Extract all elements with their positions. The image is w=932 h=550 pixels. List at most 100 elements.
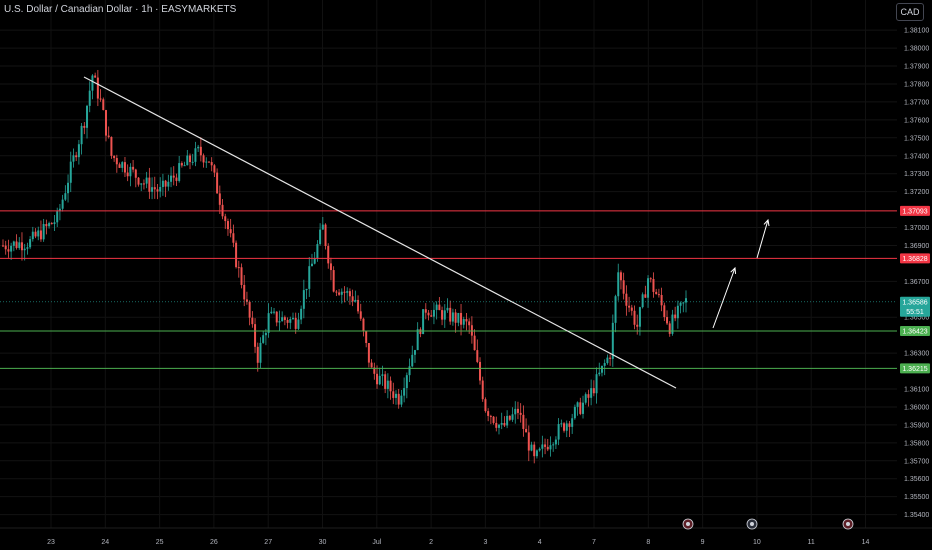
candle-body	[69, 161, 72, 183]
candle-body	[191, 161, 194, 163]
flag-icon[interactable]	[842, 518, 854, 530]
candle-body	[31, 231, 34, 240]
candle-body	[451, 312, 454, 322]
flag-icon[interactable]	[746, 518, 758, 530]
candle-body	[603, 363, 606, 366]
candle-body	[137, 177, 140, 185]
time-tick-label: 11	[808, 539, 815, 546]
candle-body	[159, 186, 162, 192]
candle-body	[45, 224, 48, 227]
candle-body	[218, 193, 221, 205]
candle-body	[48, 223, 51, 227]
candle-body	[53, 222, 56, 225]
price-tick-label: 1.36100	[904, 387, 929, 394]
candle-body	[405, 375, 408, 389]
candle-body	[23, 248, 26, 251]
candle-body	[584, 394, 587, 403]
candle-body	[470, 325, 473, 336]
candle-body	[546, 446, 549, 450]
candle-body	[359, 311, 362, 319]
candle-body	[118, 164, 121, 168]
candle-body	[197, 146, 200, 149]
candle-body	[151, 187, 154, 192]
flag-icon[interactable]	[682, 518, 694, 530]
candle-body	[435, 304, 438, 310]
event-dot	[750, 522, 754, 526]
candle-body	[183, 165, 186, 167]
candle-body	[161, 180, 164, 187]
candle-body	[80, 125, 83, 145]
candle-body	[525, 428, 528, 433]
candle-body	[514, 408, 517, 415]
candle-body	[652, 279, 655, 292]
horizontal-lines[interactable]	[0, 210, 897, 369]
candle-body	[10, 245, 13, 252]
candle-body	[503, 422, 506, 426]
candle-body	[354, 299, 357, 302]
candle-body	[50, 223, 53, 225]
time-axis[interactable]: 23 24 25 26 27 30 Jul 2 3 4 7 8 9 10 11 14	[0, 527, 932, 546]
time-tick-label: 3	[483, 539, 487, 546]
candle-body	[18, 242, 21, 248]
candle-body	[4, 245, 7, 250]
candle-body	[202, 155, 205, 163]
projection-arrow[interactable]	[756, 219, 769, 259]
candle-body	[679, 302, 682, 306]
event-dot	[846, 522, 850, 526]
price-axis[interactable]: 1.38100 1.38000 1.37900 1.37800 1.37700 1.376…	[898, 0, 932, 550]
candle-body	[61, 199, 64, 209]
candle-body	[394, 393, 397, 398]
candle-body	[121, 162, 124, 168]
price-tick-label: 1.36500	[904, 315, 929, 322]
arrow-head	[763, 218, 770, 226]
candle-body	[576, 402, 579, 407]
time-tick-label: 24	[101, 539, 109, 546]
candle-body	[267, 313, 270, 333]
drawings[interactable]	[83, 76, 770, 389]
candle-body	[530, 444, 533, 451]
candle-body	[281, 317, 284, 322]
price-tick-label: 1.36700	[904, 279, 929, 286]
candle-body	[34, 231, 37, 237]
candle-body	[351, 296, 354, 302]
event-markers[interactable]	[682, 518, 854, 530]
candle-body	[663, 305, 666, 318]
candle-body	[666, 317, 669, 324]
candle-body	[56, 211, 59, 223]
currency-button[interactable]: CAD	[896, 3, 924, 21]
candle-body	[519, 412, 522, 415]
candle-body	[587, 394, 590, 398]
price-line-tag	[900, 253, 930, 264]
candle-body	[660, 294, 663, 306]
candle-body	[560, 423, 563, 425]
candle-body	[251, 317, 254, 325]
candle-body	[305, 288, 308, 291]
candle-body	[42, 224, 45, 240]
candle-body	[592, 388, 595, 394]
candle-body	[134, 169, 137, 178]
candle-body	[568, 423, 571, 427]
candle-body	[397, 393, 400, 405]
candle-body	[609, 357, 612, 359]
candle-body	[156, 189, 159, 192]
candle-body	[12, 241, 15, 246]
candle-body	[310, 263, 313, 267]
candle-body	[232, 233, 235, 243]
candle-body	[259, 342, 262, 363]
candle-body	[343, 291, 346, 293]
candle-body	[492, 416, 495, 423]
price-line-tag-label: 1.36828	[902, 256, 927, 263]
candle-body	[571, 418, 574, 427]
projection-arrow[interactable]	[712, 267, 736, 329]
trendline[interactable]	[83, 76, 677, 389]
candle-body	[522, 414, 525, 429]
candle-body	[495, 422, 498, 428]
countdown-label: 55:51	[906, 309, 924, 316]
time-tick-label: 4	[538, 539, 542, 546]
candle-body	[432, 309, 435, 317]
candle-body	[516, 408, 519, 413]
candle-body	[685, 298, 687, 303]
candle-body	[153, 187, 156, 190]
candle-body	[408, 366, 411, 376]
